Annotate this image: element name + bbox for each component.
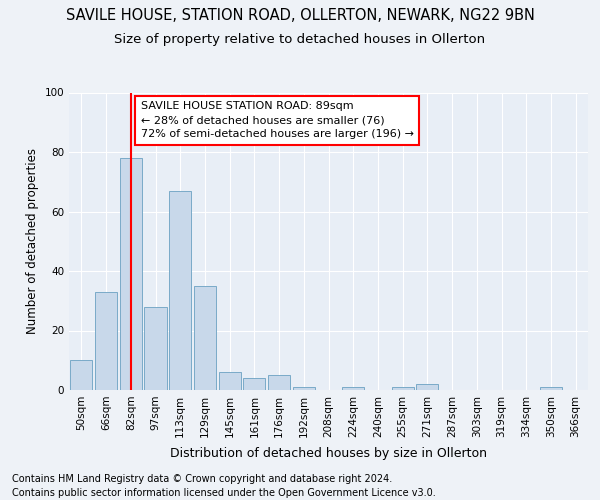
Bar <box>342 387 364 390</box>
Text: Contains HM Land Registry data © Crown copyright and database right 2024.: Contains HM Land Registry data © Crown c… <box>12 474 392 484</box>
Bar <box>293 387 315 390</box>
Bar <box>218 372 241 390</box>
Text: Contains public sector information licensed under the Open Government Licence v3: Contains public sector information licen… <box>12 488 436 498</box>
Bar <box>95 292 117 390</box>
Bar <box>243 378 265 390</box>
Bar <box>540 387 562 390</box>
Bar <box>145 306 167 390</box>
Bar <box>119 158 142 390</box>
Bar <box>268 375 290 390</box>
Text: SAVILE HOUSE STATION ROAD: 89sqm
← 28% of detached houses are smaller (76)
72% o: SAVILE HOUSE STATION ROAD: 89sqm ← 28% o… <box>140 102 413 140</box>
Y-axis label: Number of detached properties: Number of detached properties <box>26 148 39 334</box>
Bar <box>194 286 216 390</box>
Text: Size of property relative to detached houses in Ollerton: Size of property relative to detached ho… <box>115 32 485 46</box>
Text: SAVILE HOUSE, STATION ROAD, OLLERTON, NEWARK, NG22 9BN: SAVILE HOUSE, STATION ROAD, OLLERTON, NE… <box>65 8 535 22</box>
Bar <box>169 190 191 390</box>
Bar <box>70 360 92 390</box>
Text: Distribution of detached houses by size in Ollerton: Distribution of detached houses by size … <box>170 448 487 460</box>
Bar <box>392 387 414 390</box>
Bar <box>416 384 439 390</box>
